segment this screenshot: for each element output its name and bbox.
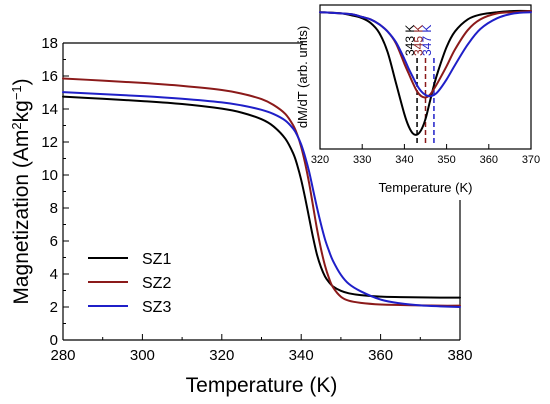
main-y-tick-label: 8 — [50, 200, 58, 217]
y-title-superscript: 2 — [9, 122, 24, 129]
main-y-tick-label: 0 — [50, 332, 58, 349]
main-y-tick-label: 16 — [41, 68, 58, 85]
inset-chart: 320 330 340 350 360 370 Temperature (K) dM/dT (… — [295, 4, 540, 195]
inset-annotation-3: 347 K — [420, 25, 434, 56]
main-x-tick-label: 340 — [289, 347, 314, 364]
y-title-segment: ) — [10, 78, 33, 85]
main-x-tick-label: 300 — [130, 347, 155, 364]
inset-x-tick-label: 330 — [353, 154, 371, 166]
y-title-superscript: −1 — [9, 85, 24, 100]
inset-series-line-sz1 — [319, 9, 532, 136]
legend-label-sz1: SZ1 — [142, 251, 171, 268]
main-series-line-sz3 — [62, 91, 461, 308]
inset-x-tick-label: 370 — [522, 154, 540, 166]
y-title-segment: kg — [10, 100, 33, 122]
inset-series-line-sz3 — [319, 11, 532, 98]
main-x-tick-label: 320 — [209, 347, 234, 364]
inset-x-tick-label: 360 — [480, 154, 498, 166]
main-y-tick-label: 4 — [50, 266, 58, 283]
main-y-tick-label: 14 — [41, 101, 58, 118]
main-x-tick-label: 360 — [368, 347, 393, 364]
inset-y-axis-title: dM/dT (arb. units) — [295, 26, 310, 128]
main-x-tick-label: 380 — [447, 347, 472, 364]
inset-x-axis-title: Temperature (K) — [379, 180, 473, 195]
main-series-line-sz2 — [62, 77, 461, 307]
legend-label-sz3: SZ3 — [142, 299, 171, 316]
main-y-tick-label: 6 — [50, 233, 58, 250]
main-y-tick-label: 12 — [41, 134, 58, 151]
inset-x-tick-label: 320 — [311, 154, 329, 166]
main-y-tick-label: 10 — [41, 167, 58, 184]
main-x-axis-title: Temperature (K) — [186, 374, 338, 397]
main-y-tick-label: 2 — [50, 299, 58, 316]
main-y-axis-title: Magnetization (Am2kg−1) — [9, 78, 34, 304]
legend-label-sz2: SZ2 — [142, 275, 171, 292]
inset-x-tick-label: 350 — [437, 154, 455, 166]
inset-x-tick-label: 340 — [395, 154, 413, 166]
main-x-tick-label: 280 — [50, 347, 75, 364]
main-chart: 280 300 320 340 360 380 0 2 4 6 8 10 12 14 16 18 Tempera… — [9, 35, 473, 397]
y-title-segment: Magnetization (Am — [10, 130, 33, 305]
inset-annotation-2: 345 K — [412, 25, 426, 56]
inset-annotation-1: 343 K — [403, 25, 417, 56]
main-y-tick-label: 18 — [41, 35, 58, 52]
